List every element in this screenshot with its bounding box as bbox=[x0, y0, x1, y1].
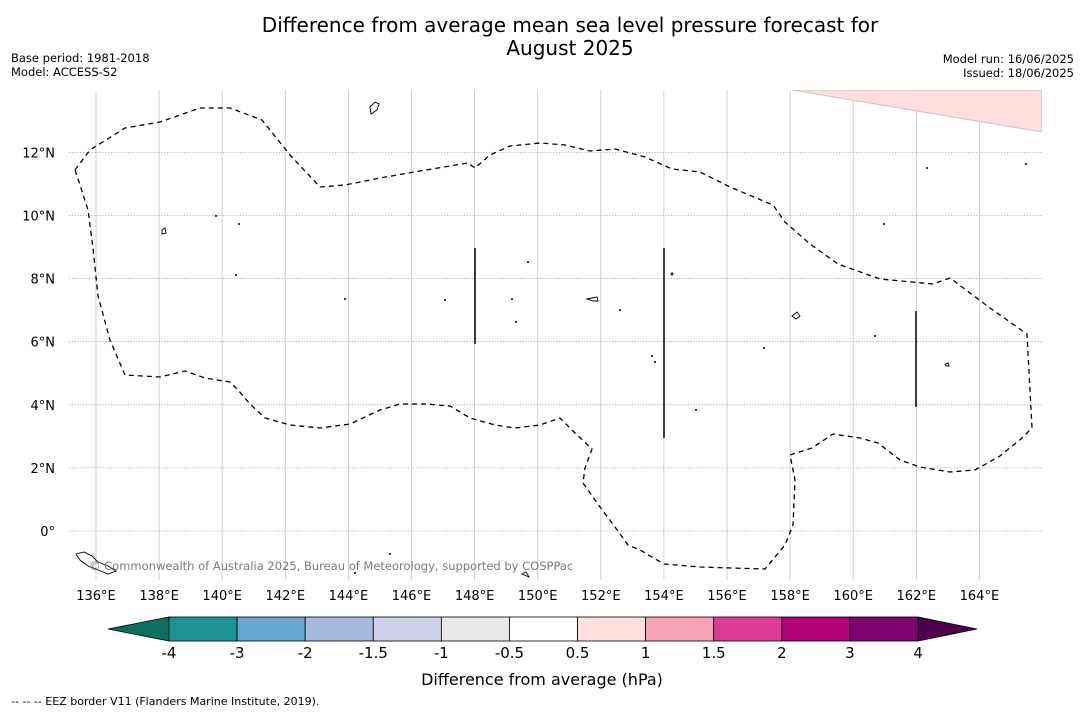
colorbar-tick-label: 4 bbox=[913, 644, 923, 662]
longitude-tick-label: 142°E bbox=[266, 589, 306, 604]
colorbar-extend-low bbox=[107, 616, 170, 642]
positive-anomaly-region bbox=[791, 90, 1042, 133]
model-name: Model: ACCESS-S2 bbox=[11, 65, 118, 79]
latitude-tick-label: 0° bbox=[40, 525, 55, 540]
title-line-2: August 2025 bbox=[506, 36, 634, 60]
issued-date: Issued: 18/06/2025 bbox=[963, 66, 1074, 80]
meta-right: Model run: 16/06/2025 Issued: 18/06/2025 bbox=[943, 52, 1074, 80]
colorbar-segment bbox=[168, 616, 238, 642]
longitude-tick-label: 138°E bbox=[139, 589, 179, 604]
colorbar-segment bbox=[849, 616, 919, 642]
colorbar-segment bbox=[304, 616, 374, 642]
longitude-tick-label: 140°E bbox=[202, 589, 242, 604]
latitude-labels: 12°N 10°N 8°N 6°N 4°N 2°N 0° bbox=[22, 146, 55, 540]
longitude-tick-label: 164°E bbox=[960, 589, 1000, 604]
longitude-tick-label: 162°E bbox=[897, 589, 937, 604]
colorbar-segment bbox=[372, 616, 442, 642]
colorbar-tick-label: -0.5 bbox=[495, 644, 524, 662]
colorbar-tick-label: -1.5 bbox=[359, 644, 388, 662]
longitude-tick-label: 154°E bbox=[644, 589, 684, 604]
latitude-tick-label: 12°N bbox=[22, 146, 55, 161]
colorbar bbox=[107, 616, 978, 642]
longitude-tick-label: 160°E bbox=[833, 589, 873, 604]
longitude-tick-label: 146°E bbox=[392, 589, 432, 604]
colorbar-segment bbox=[645, 616, 715, 642]
colorbar-labels: -4 -3 -2 -1.5 -1 -0.5 0.5 1 1.5 2 3 4 bbox=[162, 644, 923, 662]
chart-title: Difference from average mean sea level p… bbox=[0, 14, 1085, 60]
colorbar-segment bbox=[713, 616, 783, 642]
longitude-tick-label: 148°E bbox=[455, 589, 495, 604]
longitude-tick-label: 150°E bbox=[518, 589, 558, 604]
title-line-1: Difference from average mean sea level p… bbox=[261, 13, 879, 37]
colorbar-tick-label: -4 bbox=[162, 644, 177, 662]
colorbar-tick-label: 3 bbox=[845, 644, 855, 662]
colorbar-tick-label: 1 bbox=[641, 644, 651, 662]
base-period: Base period: 1981-2018 bbox=[11, 51, 150, 65]
islands bbox=[75, 101, 1028, 578]
gridlines bbox=[69, 90, 1042, 580]
latitude-tick-label: 6°N bbox=[31, 336, 56, 351]
colorbar-tick-label: -3 bbox=[230, 644, 245, 662]
model-run: Model run: 16/06/2025 bbox=[942, 52, 1074, 66]
longitude-tick-label: 156°E bbox=[707, 589, 747, 604]
legend-title: Difference from average (hPa) bbox=[421, 670, 663, 689]
eez-border bbox=[74, 107, 1033, 570]
colorbar-tick-label: 1.5 bbox=[702, 644, 726, 662]
colorbar-tick-label: 2 bbox=[777, 644, 787, 662]
latitude-tick-label: 2°N bbox=[31, 462, 56, 477]
longitude-tick-label: 152°E bbox=[581, 589, 621, 604]
meta-left: Base period: 1981-2018 Model: ACCESS-S2 bbox=[11, 51, 150, 79]
copyright-text: © Commonwealth of Australia 2025, Bureau… bbox=[89, 559, 573, 573]
colorbar-tick-label: 0.5 bbox=[566, 644, 590, 662]
colorbar-extend-high bbox=[917, 616, 978, 642]
longitude-tick-label: 136°E bbox=[76, 589, 116, 604]
latitude-tick-label: 8°N bbox=[31, 273, 56, 288]
colorbar-segment bbox=[440, 616, 510, 642]
longitude-tick-label: 144°E bbox=[329, 589, 369, 604]
longitude-tick-label: 158°E bbox=[770, 589, 810, 604]
latitude-tick-label: 4°N bbox=[31, 399, 56, 414]
colorbar-tick-label: -1 bbox=[434, 644, 449, 662]
colorbar-segment bbox=[577, 616, 647, 642]
colorbar-tick-label: -2 bbox=[298, 644, 313, 662]
longitude-labels: 136°E 138°E 140°E 142°E 144°E 146°E 148°E 150°E… bbox=[76, 589, 999, 604]
colorbar-segment bbox=[509, 616, 578, 642]
latitude-tick-label: 10°N bbox=[22, 210, 55, 225]
colorbar-segment bbox=[236, 616, 306, 642]
footer-note: -- -- -- EEZ border V11 (Flanders Marine… bbox=[11, 695, 320, 708]
colorbar-segment bbox=[781, 616, 851, 642]
